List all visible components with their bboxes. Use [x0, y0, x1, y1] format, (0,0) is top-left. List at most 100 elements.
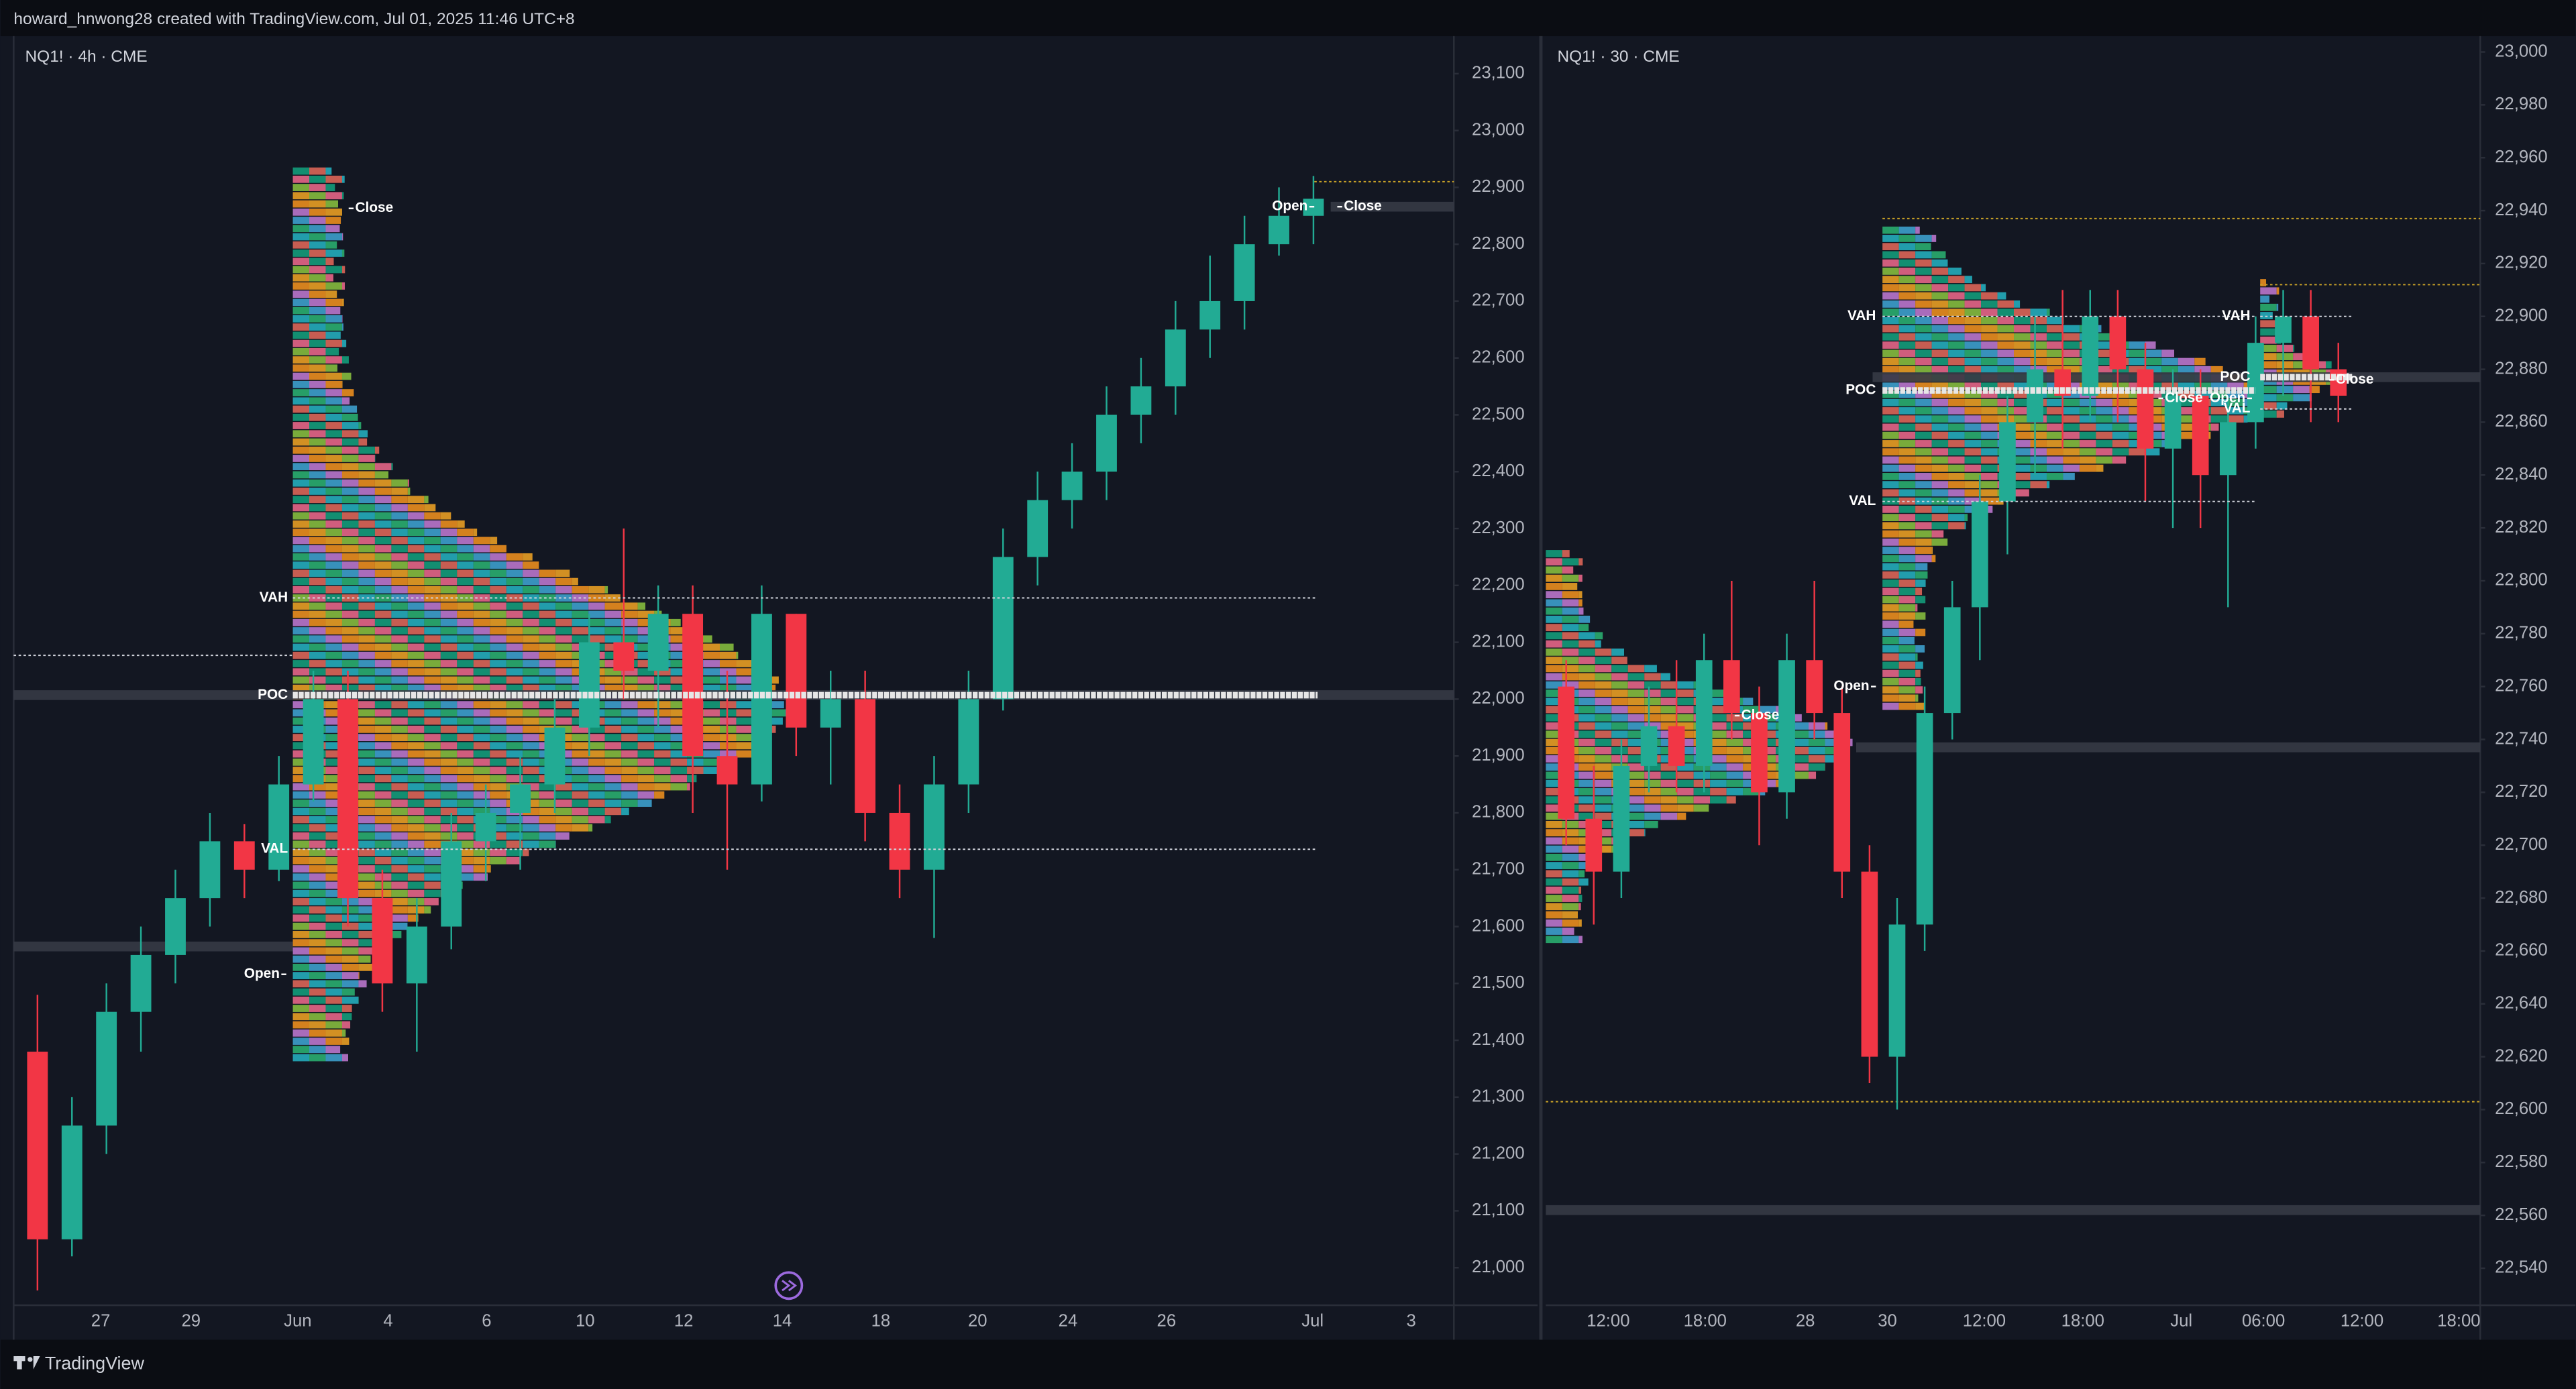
- profile-cell: [2293, 345, 2295, 352]
- profile-cell: [325, 1013, 342, 1021]
- x-tick-label: 29: [181, 1311, 201, 1330]
- y-tick-label: 22,980: [2495, 95, 2548, 113]
- candle-body: [1971, 501, 1988, 608]
- profile-cell: [341, 1013, 352, 1021]
- profile-cell: [588, 586, 605, 594]
- profile-cell: [325, 808, 342, 816]
- profile-cell: [1898, 694, 1916, 702]
- profile-cell: [358, 422, 362, 429]
- profile-cell: [1578, 714, 1595, 722]
- profile-cell: [490, 602, 506, 610]
- profile-cell: [572, 610, 589, 618]
- profile-cell: [325, 249, 342, 257]
- profile-cell: [523, 824, 539, 832]
- profile-cell: [1825, 730, 1835, 738]
- profile-cell: [604, 799, 622, 807]
- profile-cell: [1562, 837, 1579, 845]
- profile-cell: [325, 914, 342, 922]
- profile-cell: [341, 660, 359, 667]
- profile-cell: [473, 726, 490, 733]
- profile-cell: [1981, 398, 1998, 406]
- profile-cell: [1981, 357, 1998, 366]
- profile-cell: [2030, 481, 2047, 489]
- profile-cell: [1948, 317, 1965, 325]
- profile-cell: [292, 586, 309, 594]
- profile-cell: [292, 1054, 309, 1062]
- profile-cell: [1915, 366, 1932, 374]
- profile-cell: [1948, 349, 1965, 357]
- profile-cell: [2014, 431, 2031, 439]
- profile-cell: [1546, 624, 1562, 632]
- replay-icon[interactable]: [774, 1271, 804, 1300]
- profile-cell: [1627, 763, 1645, 771]
- profile-cell: [358, 955, 371, 963]
- profile-cell: [325, 947, 342, 955]
- profile-cell: [1809, 746, 1825, 755]
- profile-cell: [358, 455, 375, 462]
- profile-cell: [1710, 779, 1727, 787]
- profile-cell: [1825, 722, 1828, 730]
- profile-cell: [1660, 689, 1678, 697]
- profile-cell: [1981, 497, 1998, 505]
- candle-body: [716, 756, 738, 785]
- profile-cell: [1898, 325, 1916, 333]
- profile-cell: [1627, 681, 1645, 689]
- profile-cell: [1915, 440, 1932, 447]
- profile-cell: [506, 610, 523, 618]
- y-tick-label: 23,000: [1472, 120, 1525, 139]
- profile-cell: [341, 914, 359, 922]
- profile-cell: [1578, 681, 1595, 689]
- profile-cell: [621, 684, 638, 692]
- profile-cell: [473, 643, 490, 651]
- profile-cell: [654, 676, 671, 684]
- profile-cell: [2096, 423, 2112, 431]
- profile-cell: [2014, 382, 2031, 390]
- candle-body: [2027, 369, 2043, 423]
- profile-cell: [687, 783, 690, 791]
- profile-cell: [1915, 653, 1918, 661]
- profile-cell: [654, 701, 671, 709]
- profile-cell: [539, 569, 556, 577]
- profile-cell: [654, 717, 671, 725]
- profile-cell: [539, 586, 556, 594]
- profile-cell: [572, 627, 589, 634]
- profile-cell: [1948, 325, 1965, 333]
- profile-cell: [358, 791, 375, 799]
- profile-cell: [703, 676, 720, 684]
- profile-cell: [440, 808, 458, 816]
- profile-cell: [1809, 730, 1825, 738]
- profile-cell: [292, 397, 309, 405]
- y-tick-label: 22,660: [2495, 941, 2548, 960]
- profile-cell: [490, 660, 506, 667]
- profile-cell: [2063, 456, 2080, 464]
- profile-cell: [309, 1021, 326, 1029]
- profile-cell: [457, 709, 474, 717]
- y-tick-label: 21,300: [1472, 1087, 1525, 1106]
- profile-cell: [621, 668, 638, 676]
- profile-cell: [341, 471, 359, 479]
- candle-body: [1613, 765, 1630, 872]
- profile-cell: [325, 799, 342, 807]
- profile-cell: [1964, 489, 1982, 497]
- profile-cell: [309, 799, 326, 807]
- profile-cell: [1595, 698, 1612, 706]
- profile-cell: [2063, 423, 2080, 431]
- profile-cell: [309, 569, 326, 577]
- profile-cell: [1964, 382, 1982, 390]
- profile-cell: [2210, 382, 2228, 390]
- profile-cell: [374, 504, 392, 512]
- profile-cell: [1915, 596, 1926, 604]
- profile-cell: [1693, 804, 1709, 812]
- profile-cell: [1726, 746, 1743, 755]
- profile-cell: [604, 643, 622, 651]
- profile-cell: [325, 347, 339, 355]
- profile-cell: [292, 167, 309, 175]
- profile-cell: [309, 241, 326, 249]
- profile-cell: [440, 684, 458, 692]
- profile-cell: [2063, 341, 2080, 349]
- profile-cell: [358, 963, 375, 971]
- profile-cell: [292, 290, 309, 298]
- profile-cell: [358, 914, 375, 922]
- profile-cell: [1595, 648, 1612, 656]
- profile-cell: [341, 512, 359, 520]
